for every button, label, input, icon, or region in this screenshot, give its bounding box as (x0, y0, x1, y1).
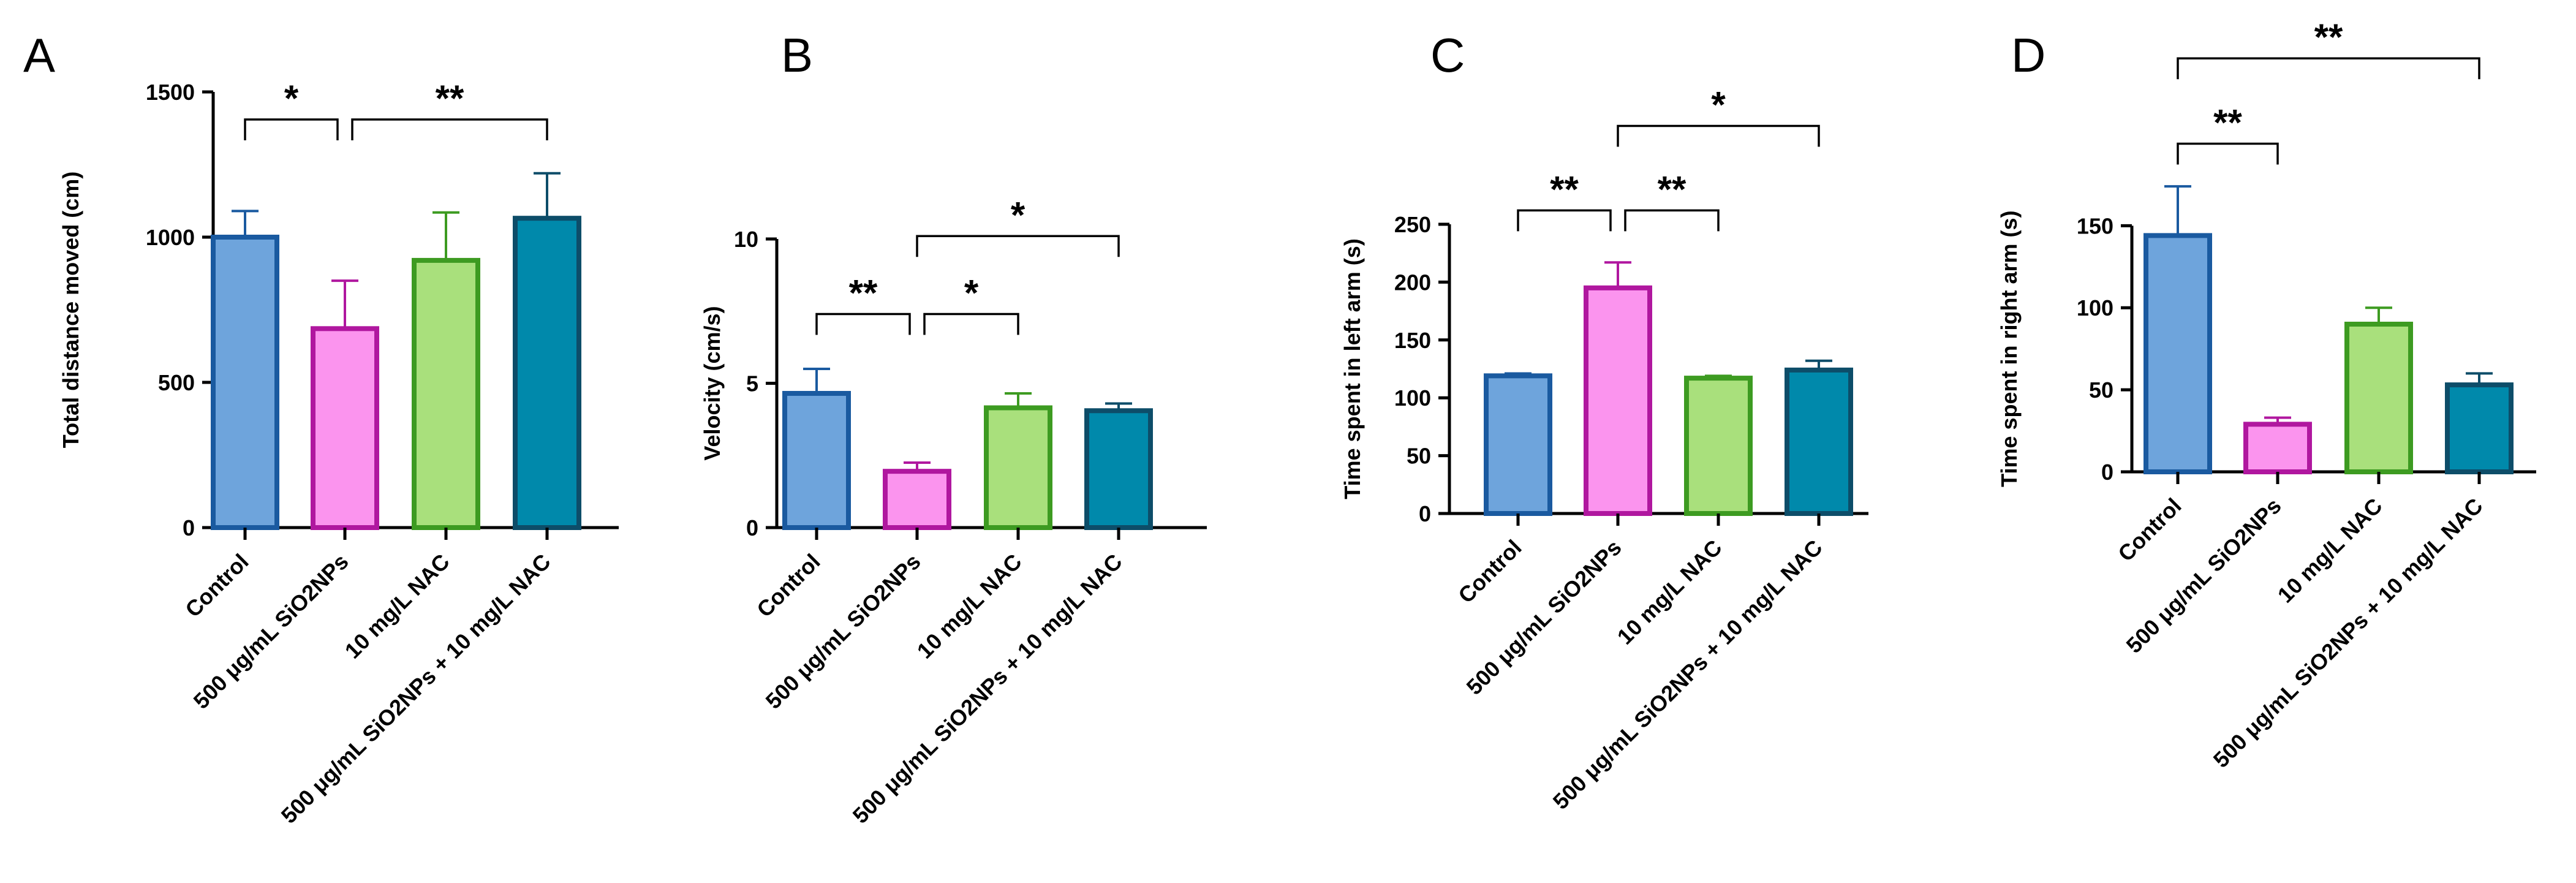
significance-bracket (1624, 209, 1720, 232)
significance-label: ** (1658, 169, 1686, 210)
panel-letter: A (23, 28, 55, 82)
significance-bracket (923, 313, 1019, 335)
y-tick-label: 0 (1419, 501, 1431, 526)
significance-label: ** (1550, 169, 1579, 210)
x-category-label: Control (2113, 493, 2186, 566)
y-tick-label: 200 (1394, 270, 1431, 295)
significance-bracket (2177, 57, 2480, 80)
significance-bracket (1517, 209, 1612, 232)
significance-label: ** (2213, 102, 2242, 143)
bar-1 (1484, 373, 1552, 516)
y-tick-label: 500 (158, 370, 195, 395)
panel-letter: B (781, 28, 813, 82)
bar-3 (1684, 376, 1753, 516)
chart-panel-a: A Total distance moved (cm) 0 500 1000 1500 Co… (23, 28, 619, 828)
significance-label: * (284, 78, 299, 119)
significance-bracket (351, 118, 548, 141)
significance-bracket (1617, 124, 1820, 147)
chart-panel-c: C Time spent in left arm (s) 0 50 100 150 200 2… (1340, 28, 1868, 814)
y-tick-label: 150 (2077, 213, 2113, 238)
x-category-label: 10 mg/L NAC (912, 549, 1027, 664)
significance-label: * (1711, 85, 1726, 126)
y-tick-label: 1500 (146, 80, 195, 105)
bar-3 (2344, 322, 2413, 474)
x-category-label: Control (1453, 535, 1526, 608)
significance-label: * (964, 272, 979, 313)
y-tick-label: 5 (746, 371, 758, 396)
bar-4 (513, 216, 581, 530)
y-tick-label: 150 (1394, 328, 1431, 353)
significance-label: ** (2314, 17, 2343, 58)
significance-bracket (244, 118, 339, 141)
y-axis-title: Total distance moved (cm) (58, 172, 83, 448)
bar-4 (2445, 382, 2514, 474)
bar-4 (1785, 367, 1853, 516)
y-tick-label: 100 (1394, 385, 1431, 411)
panel-letter: C (1430, 28, 1465, 82)
chart-panel-d: D Time spent in right arm (s) 0 50 100 150 Con… (1996, 17, 2536, 773)
y-tick-label: 0 (2101, 460, 2113, 485)
significance-label: ** (849, 272, 878, 313)
y-axis-title: Time spent in right arm (s) (1996, 210, 2022, 487)
bar-1 (2144, 233, 2212, 474)
significance-bracket (2177, 142, 2279, 165)
y-tick-label: 10 (734, 227, 758, 252)
x-category-label: Control (752, 549, 825, 622)
panel-letter: D (2011, 28, 2045, 82)
y-tick-label: 50 (2089, 377, 2113, 403)
significance-bracket (916, 235, 1120, 257)
bar-1 (211, 235, 279, 530)
bar-3 (984, 405, 1052, 530)
bar-1 (782, 390, 851, 530)
bar-4 (1084, 408, 1153, 530)
y-tick-label: 250 (1394, 212, 1431, 237)
bar-2 (1584, 285, 1652, 516)
y-tick-label: 50 (1407, 444, 1431, 469)
x-category-label: 10 mg/L NAC (340, 549, 455, 664)
y-axis-title: Time spent in left arm (s) (1340, 238, 1365, 499)
y-tick-label: 0 (746, 515, 758, 540)
significance-label: * (1011, 194, 1025, 235)
y-tick-label: 100 (2077, 295, 2113, 320)
x-category-label: Control (180, 549, 253, 622)
bar-2 (2243, 422, 2312, 474)
x-category-label: 10 mg/L NAC (1612, 535, 1727, 650)
y-tick-label: 1000 (146, 225, 195, 250)
significance-label: ** (436, 78, 464, 119)
x-category-label: 10 mg/L NAC (2273, 493, 2387, 608)
y-tick-label: 0 (183, 515, 195, 540)
bar-2 (883, 469, 951, 531)
y-axis-title: Velocity (cm/s) (700, 306, 725, 460)
bar-3 (412, 257, 480, 530)
bar-2 (311, 326, 379, 530)
significance-bracket (815, 313, 911, 335)
